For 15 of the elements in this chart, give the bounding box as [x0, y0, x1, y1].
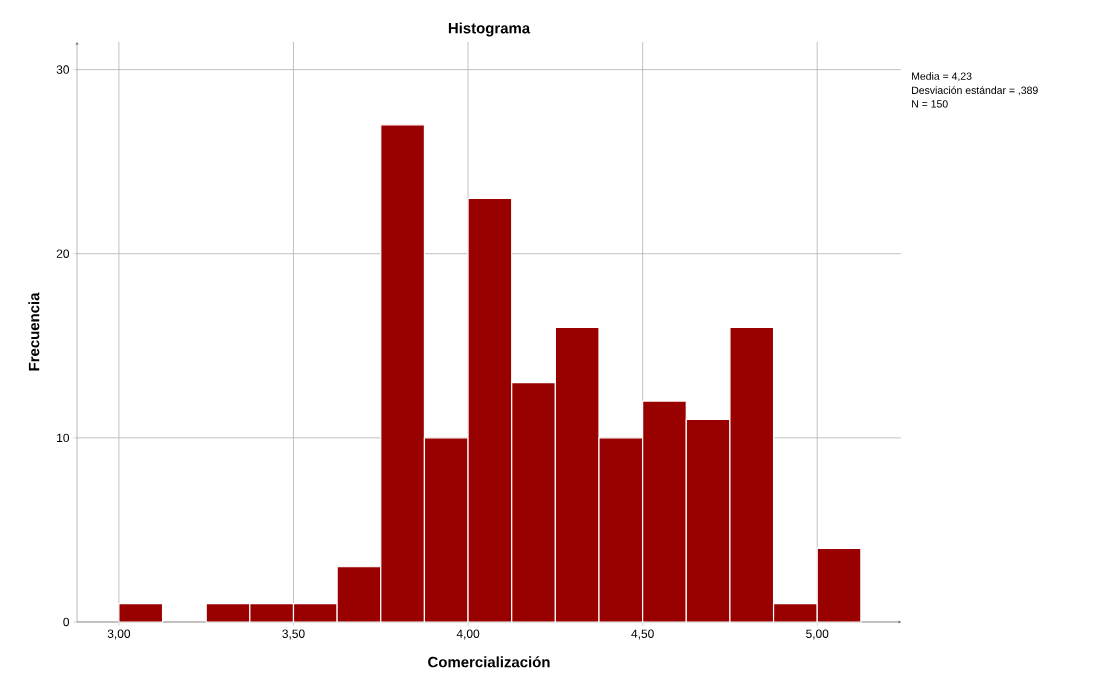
x-axis-title: Comercialización — [428, 656, 550, 668]
text: Desviación estándar = ,389 — [912, 86, 1038, 96]
text: N = 150 — [912, 100, 948, 108]
y-tick-label: 30 — [56, 65, 70, 74]
text: Media = 4,23 — [912, 72, 972, 82]
y-tick-label: 20 — [56, 249, 70, 258]
y-axis-title: Frecuencia — [28, 292, 40, 371]
y-tick-label: 10 — [57, 433, 70, 443]
x-tick-label: 4,50 — [631, 629, 654, 640]
chart-title: Histograma — [448, 22, 531, 37]
x-tick-label: 4,00 — [456, 629, 480, 640]
y-tick-label: 0 — [63, 617, 70, 627]
x-tick-label: 3,50 — [282, 629, 305, 640]
x-tick-label: 5,00 — [806, 629, 829, 640]
x-tick-label: 3,00 — [107, 629, 131, 640]
